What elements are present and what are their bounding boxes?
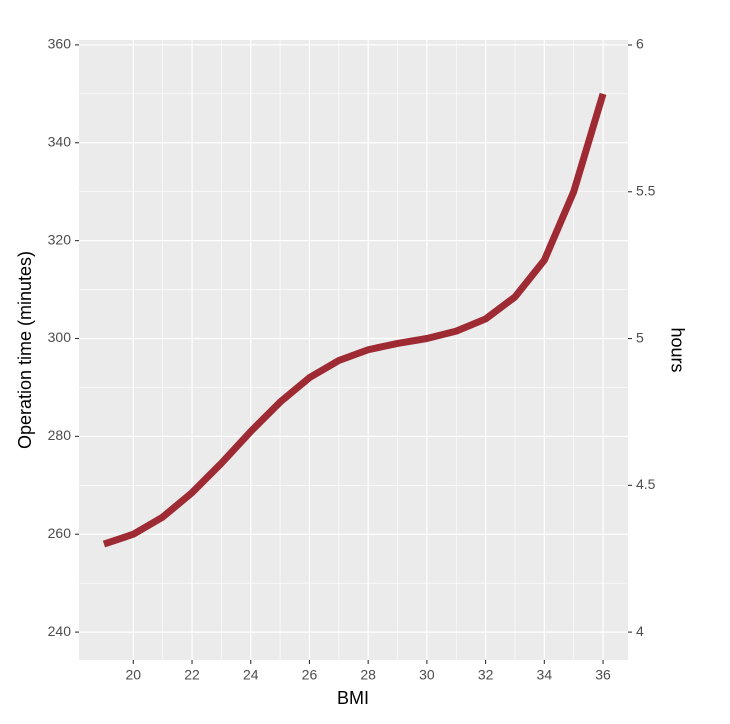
x-tick-label: 26 (302, 667, 318, 683)
y-tick-label: 360 (48, 36, 72, 52)
x-tick-label: 22 (184, 667, 200, 683)
x-tick-label: 34 (537, 667, 553, 683)
x-tick-label: 30 (419, 667, 435, 683)
panel-background (79, 40, 628, 660)
y-tick-label: 240 (48, 623, 72, 639)
x-tick-label: 20 (126, 667, 142, 683)
y-tick-label: 320 (48, 231, 72, 247)
y2-tick-label: 5.5 (636, 182, 656, 198)
y2-tick-label: 6 (636, 36, 644, 52)
x-tick-label: 28 (360, 667, 376, 683)
y2-tick-label: 4.5 (636, 476, 656, 492)
line (102, 92, 607, 548)
y2-tick-label: 5 (636, 329, 644, 345)
y2-axis-title: hours (667, 327, 687, 372)
x-tick-label: 32 (478, 667, 494, 683)
y-tick-label: 280 (48, 427, 72, 443)
x-tick-label: 24 (243, 667, 259, 683)
y-tick-label: 340 (48, 133, 72, 149)
panel (79, 40, 628, 660)
y-axis-title: Operation time (minutes) (15, 251, 35, 449)
x-tick-label: 36 (595, 667, 611, 683)
y-tick-label: 260 (48, 525, 72, 541)
x-axis-title: BMI (337, 688, 369, 708)
y2-tick-label: 4 (636, 623, 644, 639)
y-tick-label: 300 (48, 329, 72, 345)
